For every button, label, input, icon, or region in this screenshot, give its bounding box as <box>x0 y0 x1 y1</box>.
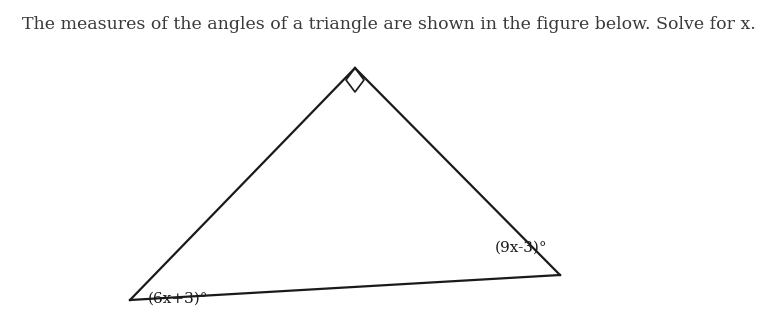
Text: (9x-3)°: (9x-3)° <box>495 241 548 255</box>
Text: (6x+3)°: (6x+3)° <box>148 292 209 306</box>
Text: The measures of the angles of a triangle are shown in the figure below. Solve fo: The measures of the angles of a triangle… <box>22 16 756 33</box>
